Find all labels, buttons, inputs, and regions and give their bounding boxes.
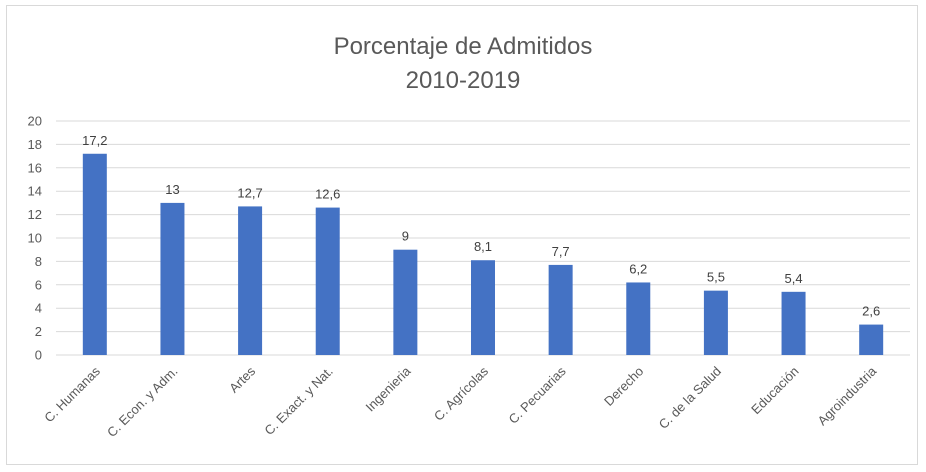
category-label: C. Pecuarias [506, 363, 570, 427]
category-label: Artes [226, 363, 258, 395]
category-label: C. de la Salud [656, 364, 724, 432]
y-tick-label: 20 [28, 114, 42, 129]
data-label: 9 [402, 229, 409, 244]
bar [393, 249, 418, 355]
category-label: Agroindustria [815, 363, 880, 428]
y-tick-label: 10 [28, 231, 42, 246]
chart-title-block: Porcentaje de Admitidos 2010-2019 [0, 30, 926, 98]
data-label: 6,2 [629, 261, 647, 276]
y-tick-label: 8 [35, 254, 42, 269]
category-label: Derecho [601, 364, 646, 409]
data-label: 7,7 [552, 244, 570, 259]
category-label: C. Econ. y Adm. [104, 364, 181, 441]
data-label: 17,2 [82, 133, 107, 148]
y-tick-label: 4 [35, 301, 42, 316]
data-label: 12,6 [315, 187, 340, 202]
data-label: 5,4 [785, 271, 803, 286]
chart-title: Porcentaje de Admitidos [333, 33, 593, 60]
bar [859, 324, 884, 355]
bar [781, 291, 806, 355]
data-label: 13 [165, 182, 179, 197]
y-tick-label: 6 [35, 277, 42, 292]
chart-subtitle: 2010-2019 [405, 67, 521, 94]
data-label: 5,5 [707, 270, 725, 285]
category-label: C. Humanas [41, 363, 103, 425]
y-tick-label: 12 [28, 207, 42, 222]
y-tick-label: 16 [28, 160, 42, 175]
category-label: Educación [748, 364, 802, 418]
y-tick-label: 18 [28, 137, 42, 152]
bar [626, 282, 651, 355]
category-label: Ingenieria [362, 363, 414, 415]
bar [315, 207, 340, 355]
bar [471, 260, 495, 355]
data-label: 8,1 [474, 239, 492, 254]
chart-frame [6, 5, 918, 465]
y-tick-label: 14 [28, 184, 42, 199]
bar [703, 290, 728, 355]
bar [548, 264, 573, 355]
category-label: C. Agrícolas [431, 363, 492, 424]
bar [160, 202, 185, 355]
bar [82, 153, 107, 355]
category-label: C. Exact. y Nat. [261, 364, 335, 438]
bar [238, 206, 263, 355]
data-label: 2,6 [862, 304, 880, 319]
y-tick-label: 2 [35, 324, 42, 339]
data-label: 12,7 [237, 185, 262, 200]
y-tick-label: 0 [35, 348, 42, 363]
